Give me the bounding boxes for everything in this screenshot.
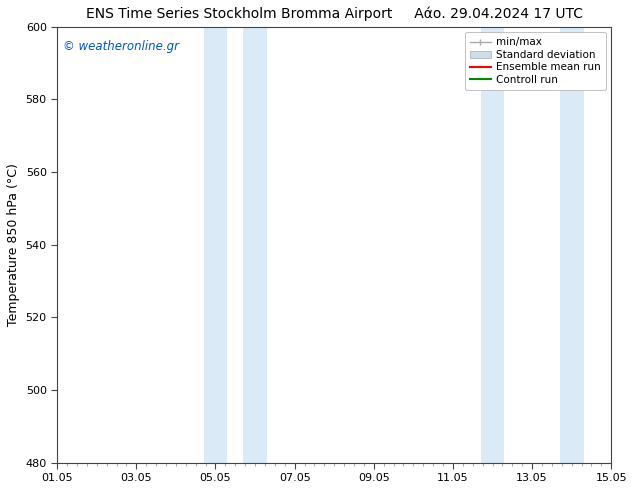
Legend: min/max, Standard deviation, Ensemble mean run, Controll run: min/max, Standard deviation, Ensemble me… <box>465 32 606 90</box>
Bar <box>243 27 267 463</box>
Title: ENS Time Series Stockholm Bromma Airport     Αάο. 29.04.2024 17 UTC: ENS Time Series Stockholm Bromma Airport… <box>86 7 583 22</box>
Text: © weatheronline.gr: © weatheronline.gr <box>63 40 179 53</box>
Bar <box>204 27 228 463</box>
Y-axis label: Temperature 850 hPa (°C): Temperature 850 hPa (°C) <box>7 163 20 326</box>
Bar <box>560 27 583 463</box>
Bar <box>481 27 505 463</box>
